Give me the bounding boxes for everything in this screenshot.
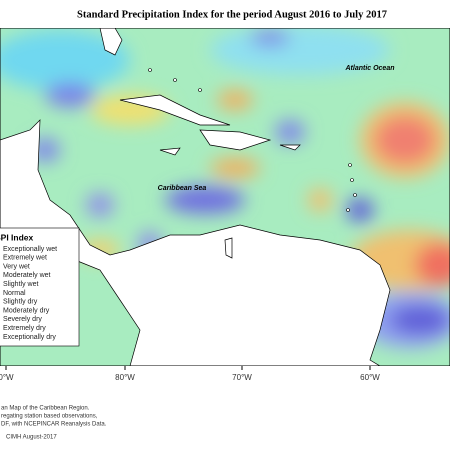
legend-item: Slightly dry <box>3 299 38 306</box>
land <box>0 28 391 366</box>
footer-line: regating station based observations, <box>1 414 98 420</box>
footer-line: an Map of the Caribbean Region. <box>1 406 90 412</box>
legend-item: Severely dry <box>3 316 42 323</box>
footer-line: DF, with NCEPINCAR Reanalysis Data. <box>1 422 107 428</box>
title: Standard Precipitation Index for the per… <box>77 9 387 20</box>
longitude-label: 80°W <box>115 373 135 382</box>
legend-item: Very wet <box>3 263 30 270</box>
spi-field <box>0 28 450 366</box>
legend-item: Exceptionally dry <box>3 334 56 341</box>
legend-item: Extremely wet <box>3 255 47 262</box>
ocean-label: Atlantic Ocean <box>344 65 394 72</box>
longitude-label: 70°W <box>232 373 252 382</box>
legend-item: Moderately dry <box>3 307 50 314</box>
legend-item: Slightly wet <box>3 281 38 288</box>
legend-item: Extremely dry <box>3 325 46 332</box>
legend-item: Exceptionally wet <box>3 246 57 253</box>
legend-title: SPI Index <box>0 232 34 242</box>
longitude-label: 0°W <box>0 373 14 382</box>
sea-label: Caribbean Sea <box>158 185 207 192</box>
legend: SPI Index Exceptionally wet Extremely wet… <box>0 227 80 347</box>
footer: an Map of the Caribbean Region. regating… <box>1 406 107 441</box>
footer-credit: CIMH August-2017 <box>6 435 57 441</box>
longitude-label: 60°W <box>360 373 380 382</box>
legend-item: Normal <box>3 290 26 297</box>
legend-item: Moderately wet <box>3 272 51 279</box>
